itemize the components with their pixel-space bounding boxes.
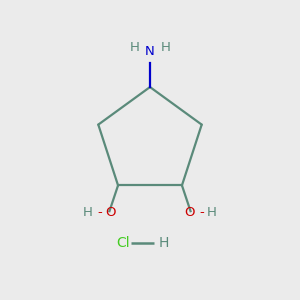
Text: O: O	[184, 206, 194, 219]
Text: H: H	[159, 236, 169, 250]
Text: -: -	[97, 206, 102, 219]
Text: N: N	[145, 45, 155, 58]
Text: H: H	[129, 40, 139, 53]
Text: H: H	[207, 206, 217, 219]
Text: H: H	[83, 206, 93, 219]
Text: O: O	[106, 206, 116, 219]
Text: H: H	[161, 40, 171, 53]
Text: Cl: Cl	[116, 236, 130, 250]
Text: -: -	[199, 206, 204, 219]
